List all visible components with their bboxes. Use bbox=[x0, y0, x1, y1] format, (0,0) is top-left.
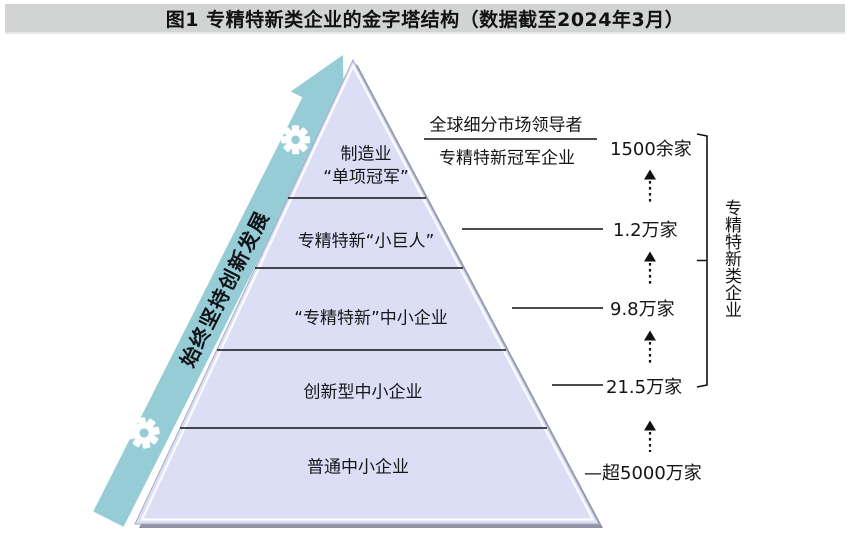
tier-label-5: 普通中小企业 bbox=[307, 457, 409, 478]
tier-label-1-line1: 制造业 bbox=[340, 144, 392, 165]
tier-count-5: —超5000万家 bbox=[584, 463, 702, 484]
dashed-up-arrow bbox=[644, 169, 656, 204]
dashed-up-arrow bbox=[644, 251, 656, 287]
pyramid-shape bbox=[134, 58, 603, 528]
tier-divider-lines bbox=[180, 197, 547, 429]
apex-annotation-top: 全球细分市场领导者 bbox=[429, 115, 583, 136]
tier-count-1: 1500余家 bbox=[610, 139, 692, 160]
tier-label-3: “专精特新”中小企业 bbox=[294, 308, 448, 329]
bracket-label: 专精特新类企业 bbox=[721, 199, 741, 318]
pyramid-bevel bbox=[140, 63, 595, 521]
dashed-up-arrows bbox=[644, 169, 656, 452]
gear-icon bbox=[281, 125, 311, 155]
gear-icon bbox=[128, 417, 160, 449]
apex-annotation-bottom: 专精特新冠军企业 bbox=[439, 148, 575, 169]
tier-label-1-line2: “单项冠军” bbox=[323, 167, 409, 188]
dashed-up-arrow bbox=[644, 420, 656, 452]
title-bar: 图1 专精特新类企业的金字塔结构（数据截至2024年3月） bbox=[5, 4, 845, 34]
dashed-up-arrow bbox=[644, 330, 656, 366]
growth-arrow-head bbox=[290, 54, 345, 119]
tier-count-3: 9.8万家 bbox=[610, 299, 675, 320]
tier-label-4: 创新型中小企业 bbox=[303, 382, 423, 403]
tier-count-4: 21.5万家 bbox=[606, 377, 683, 398]
pyramid-body bbox=[134, 58, 600, 525]
bracket bbox=[696, 133, 708, 388]
page-title: 图1 专精特新类企业的金字塔结构（数据截至2024年3月） bbox=[165, 8, 685, 31]
tier-count-2: 1.2万家 bbox=[613, 220, 678, 241]
connector-lines bbox=[462, 228, 603, 386]
tier-label-2: 专精特新“小巨人” bbox=[297, 231, 435, 252]
growth-arrow-shaft bbox=[93, 95, 334, 527]
